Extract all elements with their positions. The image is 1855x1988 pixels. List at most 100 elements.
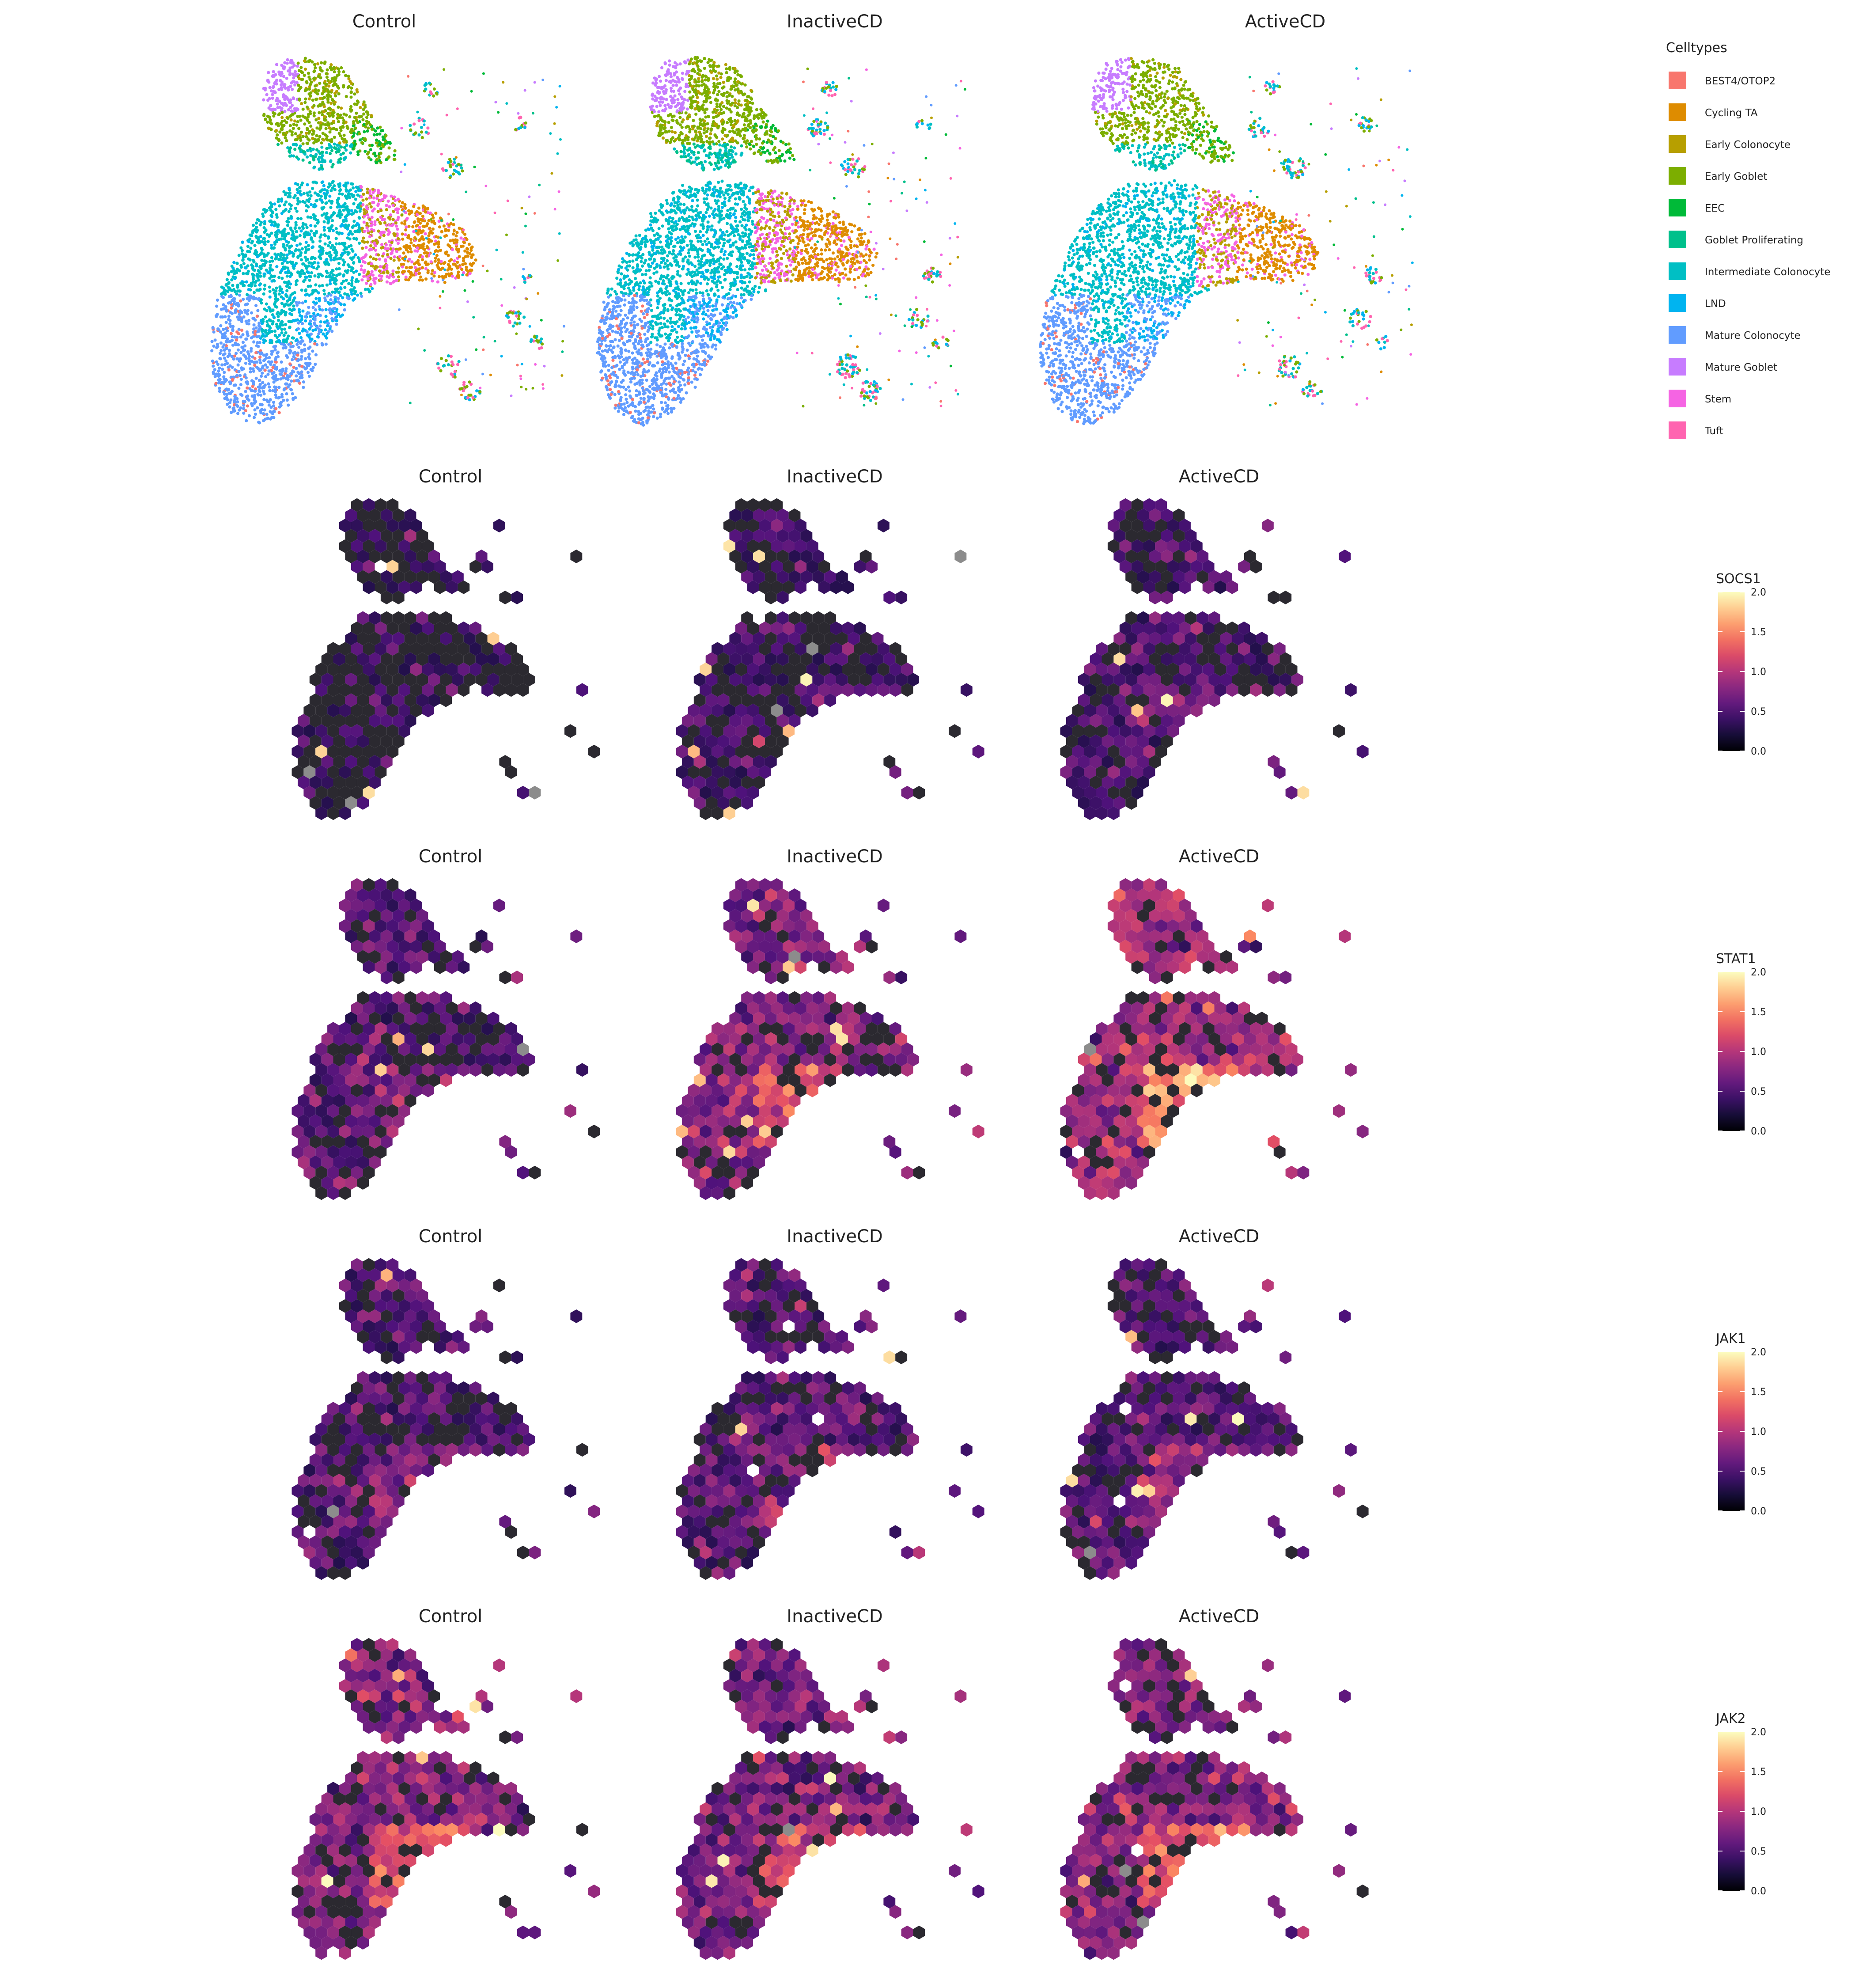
cell-point bbox=[225, 283, 228, 286]
cell-point bbox=[317, 291, 321, 295]
cell-point bbox=[244, 361, 248, 365]
cell-point bbox=[920, 119, 924, 122]
cell-point bbox=[273, 220, 276, 224]
cell-point bbox=[354, 190, 358, 193]
cell-point bbox=[314, 118, 318, 121]
cell-point bbox=[321, 284, 324, 288]
cell-point bbox=[280, 111, 284, 114]
cell-point bbox=[515, 314, 519, 318]
cell-point bbox=[282, 259, 286, 263]
cell-point bbox=[237, 370, 241, 373]
cell-point bbox=[647, 268, 651, 272]
cell-point bbox=[344, 120, 348, 124]
cell-point bbox=[289, 59, 293, 62]
cell-point bbox=[329, 302, 333, 306]
cell-point bbox=[439, 249, 443, 252]
cell-point bbox=[275, 340, 279, 344]
cell-point bbox=[500, 304, 504, 307]
cell-point bbox=[309, 275, 312, 278]
cell-point bbox=[293, 264, 296, 268]
cell-point bbox=[347, 74, 350, 78]
cell-point bbox=[695, 292, 698, 295]
cell-point bbox=[460, 393, 463, 396]
cell-point bbox=[380, 243, 384, 247]
cell-point bbox=[349, 109, 353, 113]
cell-point bbox=[276, 133, 279, 137]
cell-point bbox=[460, 163, 463, 167]
cell-point bbox=[310, 271, 314, 275]
cell-point bbox=[541, 387, 545, 390]
cell-point bbox=[274, 122, 278, 126]
cell-point bbox=[319, 121, 322, 125]
cell-point bbox=[269, 118, 272, 121]
cell-point bbox=[309, 285, 312, 288]
cell-point bbox=[236, 283, 239, 287]
cell-point bbox=[525, 297, 528, 300]
cell-point bbox=[627, 349, 631, 353]
cell-point bbox=[257, 421, 261, 425]
cell-point bbox=[296, 353, 299, 357]
cell-point bbox=[448, 157, 452, 161]
cell-point bbox=[774, 247, 777, 250]
cell-point bbox=[419, 246, 423, 250]
cell-point bbox=[676, 335, 679, 339]
cell-point bbox=[438, 225, 442, 229]
cell-point bbox=[418, 255, 421, 258]
cell-point bbox=[280, 123, 284, 127]
cell-point bbox=[289, 372, 293, 376]
panel-title-inactivecd: InactiveCD bbox=[787, 11, 882, 32]
cell-point bbox=[343, 242, 347, 245]
cell-point bbox=[325, 201, 329, 205]
cell-point bbox=[278, 204, 281, 208]
cell-point bbox=[274, 73, 277, 76]
cell-point bbox=[261, 318, 265, 321]
cell-point bbox=[264, 260, 268, 263]
cell-point bbox=[439, 357, 443, 360]
cell-point bbox=[281, 346, 285, 350]
cell-point bbox=[250, 389, 254, 393]
cell-point bbox=[404, 275, 408, 279]
cell-point bbox=[306, 215, 310, 219]
cell-point bbox=[678, 189, 681, 193]
cell-point bbox=[735, 265, 739, 269]
cell-point bbox=[251, 265, 255, 268]
cell-point bbox=[287, 334, 290, 338]
cell-point bbox=[429, 260, 433, 264]
cell-point bbox=[276, 102, 279, 106]
cell-point bbox=[452, 241, 456, 245]
cell-point bbox=[343, 260, 346, 264]
cell-point bbox=[256, 341, 259, 345]
cell-point bbox=[277, 276, 281, 279]
cell-point bbox=[330, 98, 334, 101]
cell-point bbox=[712, 116, 716, 119]
cell-point bbox=[469, 248, 473, 252]
cell-point bbox=[263, 222, 267, 226]
cell-point bbox=[242, 411, 246, 415]
cell-point bbox=[213, 375, 217, 378]
cell-point bbox=[324, 342, 328, 346]
cell-point bbox=[297, 248, 300, 252]
cell-point bbox=[311, 99, 314, 102]
cell-point bbox=[278, 334, 281, 337]
cell-point bbox=[329, 282, 332, 285]
cell-point bbox=[513, 321, 517, 325]
cell-point bbox=[242, 284, 245, 288]
cell-point bbox=[318, 167, 321, 171]
cell-point bbox=[466, 396, 469, 400]
cell-point bbox=[308, 327, 312, 330]
cell-point bbox=[442, 364, 445, 368]
cell-point bbox=[740, 208, 743, 211]
cell-point bbox=[667, 339, 670, 342]
cell-point bbox=[309, 203, 313, 206]
cell-point bbox=[284, 311, 287, 315]
cell-point bbox=[336, 116, 339, 120]
cell-point bbox=[307, 200, 310, 203]
cell-point bbox=[259, 403, 262, 406]
cell-point bbox=[408, 258, 411, 261]
cell-point bbox=[520, 124, 523, 127]
cell-point bbox=[339, 129, 343, 132]
cell-point bbox=[389, 243, 392, 247]
cell-point bbox=[252, 395, 256, 399]
cell-point bbox=[295, 123, 299, 127]
cell-point bbox=[318, 254, 322, 257]
